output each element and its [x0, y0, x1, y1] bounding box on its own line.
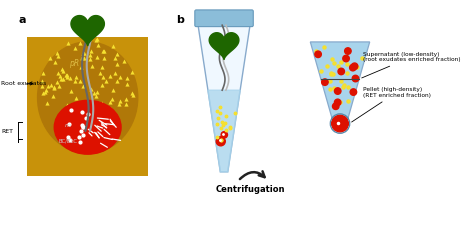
Text: Pellet (high-density)
(RET enriched fraction): Pellet (high-density) (RET enriched frac…: [352, 87, 431, 122]
Circle shape: [315, 51, 321, 58]
Text: Supernatant (low-density)
(root exudates enriched fraction): Supernatant (low-density) (root exudates…: [362, 51, 460, 78]
Circle shape: [216, 137, 225, 146]
Text: m: m: [64, 123, 71, 128]
Circle shape: [350, 89, 356, 95]
Text: a: a: [18, 15, 26, 25]
Circle shape: [352, 75, 359, 82]
Circle shape: [351, 63, 358, 70]
Circle shape: [322, 79, 328, 85]
Polygon shape: [209, 33, 239, 59]
Text: b: b: [176, 15, 184, 25]
Polygon shape: [71, 16, 104, 46]
Circle shape: [335, 99, 341, 106]
Text: RET: RET: [1, 129, 13, 135]
FancyBboxPatch shape: [195, 10, 253, 27]
Circle shape: [332, 115, 348, 132]
Polygon shape: [208, 90, 240, 172]
Ellipse shape: [37, 42, 138, 153]
Circle shape: [335, 88, 341, 94]
Polygon shape: [198, 25, 250, 172]
Circle shape: [345, 48, 351, 54]
Circle shape: [332, 103, 339, 110]
Text: Centrifugation: Centrifugation: [215, 185, 285, 194]
Circle shape: [221, 132, 228, 138]
Text: pR: pR: [69, 59, 79, 68]
Text: Root exudates: Root exudates: [1, 81, 46, 86]
Text: BC/BLC: BC/BLC: [59, 138, 78, 143]
Polygon shape: [310, 42, 370, 130]
Circle shape: [338, 68, 345, 75]
Ellipse shape: [54, 100, 121, 154]
Circle shape: [343, 55, 349, 62]
Bar: [27, 37, 148, 177]
Circle shape: [350, 64, 356, 71]
